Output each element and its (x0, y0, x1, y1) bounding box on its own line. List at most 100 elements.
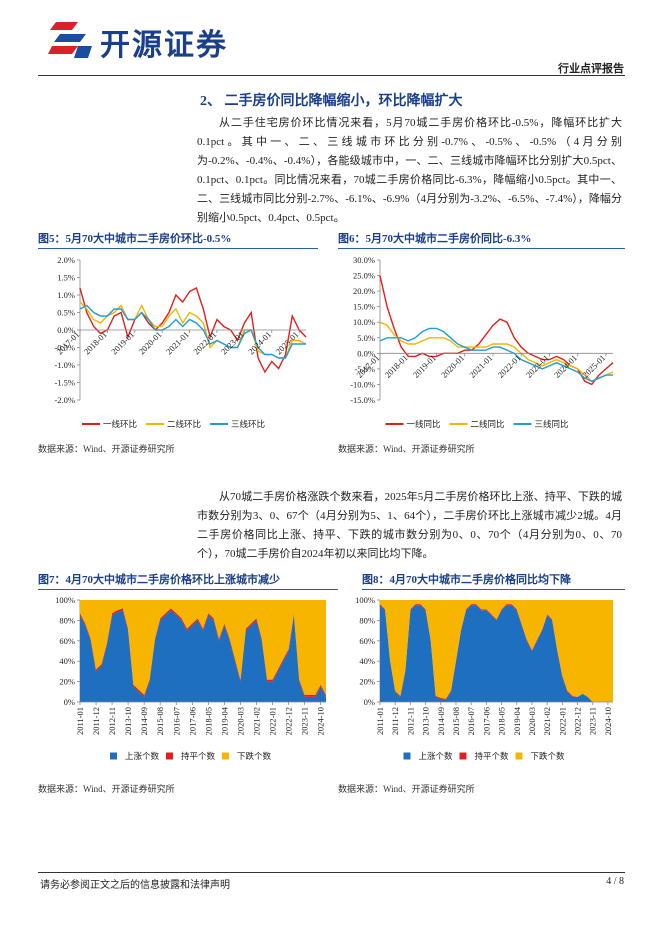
x-tick-label: 2022-01 (496, 353, 523, 380)
x-tick-label: 2020-03 (235, 707, 245, 735)
data-line (379, 327, 613, 383)
y-tick-label: -5.0% (354, 364, 375, 374)
y-tick-label: -1.5% (54, 378, 75, 388)
x-tick-label: 2021-01 (467, 353, 494, 380)
y-tick-label: 1.0% (57, 290, 75, 300)
legend-label: 持平个数 (475, 751, 510, 761)
y-tick-label: 80% (359, 615, 375, 625)
x-tick-label: 2022-12 (573, 707, 583, 735)
x-tick-label: 2024-10 (316, 707, 326, 735)
logo-text: 开源证券 (100, 28, 228, 63)
x-tick-label: 2022-01 (557, 707, 567, 735)
figure-source: 数据来源：Wind、开源证券研究所 (38, 784, 175, 794)
chart: 30.0% 25.0% 20.0% 15.0% 10.0% 5.0% 0.0% -5.0% -1… (350, 255, 614, 429)
x-tick-label: 2013-10 (421, 707, 431, 735)
figure-source: 数据来源：Wind、开源证券研究所 (338, 444, 475, 454)
footer-rule (38, 872, 625, 873)
x-tick-label: 2015-08 (451, 707, 461, 735)
x-tick-label: 2015-08 (155, 707, 165, 735)
x-tick-label: 2011-01 (75, 707, 85, 735)
footer-disclaimer: 请务必参阅正文之后的信息披露和法律声明 (40, 880, 230, 891)
x-tick-label: 2017-06 (481, 707, 491, 735)
y-tick-label: 20% (359, 677, 375, 687)
chart: 0% 20% 40% 60% 80% 100% 2011-01 2011-12 2012-11 2… (355, 595, 613, 761)
x-tick-label: 2020-01 (439, 353, 466, 380)
x-tick-label: 2018-01 (82, 329, 109, 356)
data-area (380, 600, 613, 702)
y-tick-label: -1.0% (54, 360, 75, 370)
x-tick-label: 2013-10 (123, 707, 133, 735)
legend-label: 一线环比 (103, 419, 137, 429)
legend-label: 持平个数 (181, 751, 216, 761)
data-line (379, 321, 614, 383)
y-tick-label: 100% (355, 595, 375, 605)
figure-caption: 图6：5月70大中城市二手房价同比-6.3% (338, 230, 625, 249)
x-tick-label: 2017-06 (187, 707, 197, 735)
y-tick-label: 0% (64, 697, 75, 707)
y-tick-label: 30.0% (353, 255, 375, 265)
y-tick-label: 2.0% (57, 255, 75, 265)
x-tick-label: 2011-12 (91, 707, 101, 735)
y-tick-label: 20% (59, 677, 75, 687)
logo-icon (48, 22, 92, 58)
x-tick-label: 2018-01 (383, 353, 410, 380)
x-tick-label: 2020-03 (527, 707, 537, 735)
legend-swatch (515, 752, 523, 760)
x-tick-label: 2016-07 (466, 707, 476, 735)
y-tick-label: 25.0% (353, 271, 375, 281)
legend-label: 二线环比 (167, 419, 201, 429)
y-tick-label: 1.5% (57, 273, 75, 283)
x-tick-label: 2021-02 (251, 707, 261, 735)
y-tick-label: 60% (359, 636, 375, 646)
legend-swatch (222, 752, 229, 760)
x-tick-label: 2012-11 (405, 707, 415, 735)
y-tick-label: 0% (364, 697, 375, 707)
y-tick-label: 10.0% (353, 317, 375, 327)
x-tick-label: 2019-04 (512, 706, 522, 735)
x-tick-label: 2021-02 (542, 707, 552, 735)
figure-source: 数据来源：Wind、开源证券研究所 (338, 784, 475, 794)
figure-caption: 图5：5月70大中城市二手房价环比-0.5% (38, 230, 318, 249)
data-line (79, 304, 306, 359)
x-tick-label: 2014-09 (436, 707, 446, 735)
paragraph: 从二手住宅房价环比情况来看，5月70城二手房价格环比-0.5%，降幅环比扩大0.… (197, 117, 622, 224)
legend-label: 上涨个数 (125, 751, 160, 761)
y-tick-label: -15.0% (350, 395, 375, 405)
page-number: 4 / 8 (606, 876, 624, 887)
y-tick-label: 40% (359, 656, 375, 666)
y-tick-label: -10.0% (350, 379, 375, 389)
figure-caption: 图7：4月70大中城市二手房价格环比上涨城市减少 (38, 571, 338, 590)
legend-swatch (403, 752, 411, 760)
x-tick-label: 2012-11 (107, 707, 117, 735)
legend-label: 下跌个数 (531, 751, 566, 761)
figure-source: 数据来源：Wind、开源证券研究所 (38, 444, 175, 454)
legend-swatch (459, 752, 467, 760)
data-area (80, 600, 326, 695)
report-tag: 行业点评报告 (558, 63, 624, 75)
x-tick-label: 2011-01 (375, 707, 385, 735)
x-tick-label: 2019-04 (219, 706, 229, 735)
x-tick-label: 2022-12 (284, 707, 294, 735)
y-tick-label: 80% (59, 615, 75, 625)
legend-label: 二线同比 (471, 419, 505, 429)
x-tick-label: 2023-11 (588, 707, 598, 735)
x-tick-label: 2021-01 (164, 329, 191, 356)
x-tick-label: 2011-12 (390, 707, 400, 735)
x-tick-label: 2022-01 (268, 707, 278, 735)
x-tick-label: 2018-05 (203, 707, 213, 735)
data-area (80, 610, 326, 702)
x-tick-label: 2023-11 (300, 707, 310, 735)
legend-label: 上涨个数 (419, 751, 454, 761)
figure-caption: 图8：4月70大中城市二手房价格同比均下降 (362, 571, 625, 590)
data-line (79, 287, 307, 374)
data-area (380, 605, 613, 702)
chart: 0% 20% 40% 60% 80% 100% 2011-01 2011-12 2012-11 2… (55, 595, 326, 761)
y-tick-label: 100% (55, 595, 75, 605)
y-tick-label: -2.0% (54, 395, 75, 405)
x-tick-label: 2020-01 (136, 329, 163, 356)
legend-label: 三线环比 (231, 419, 265, 429)
y-tick-label: 0.0% (57, 325, 75, 335)
legend-label: 一线同比 (407, 419, 441, 429)
x-tick-label: 2014-09 (139, 707, 149, 735)
